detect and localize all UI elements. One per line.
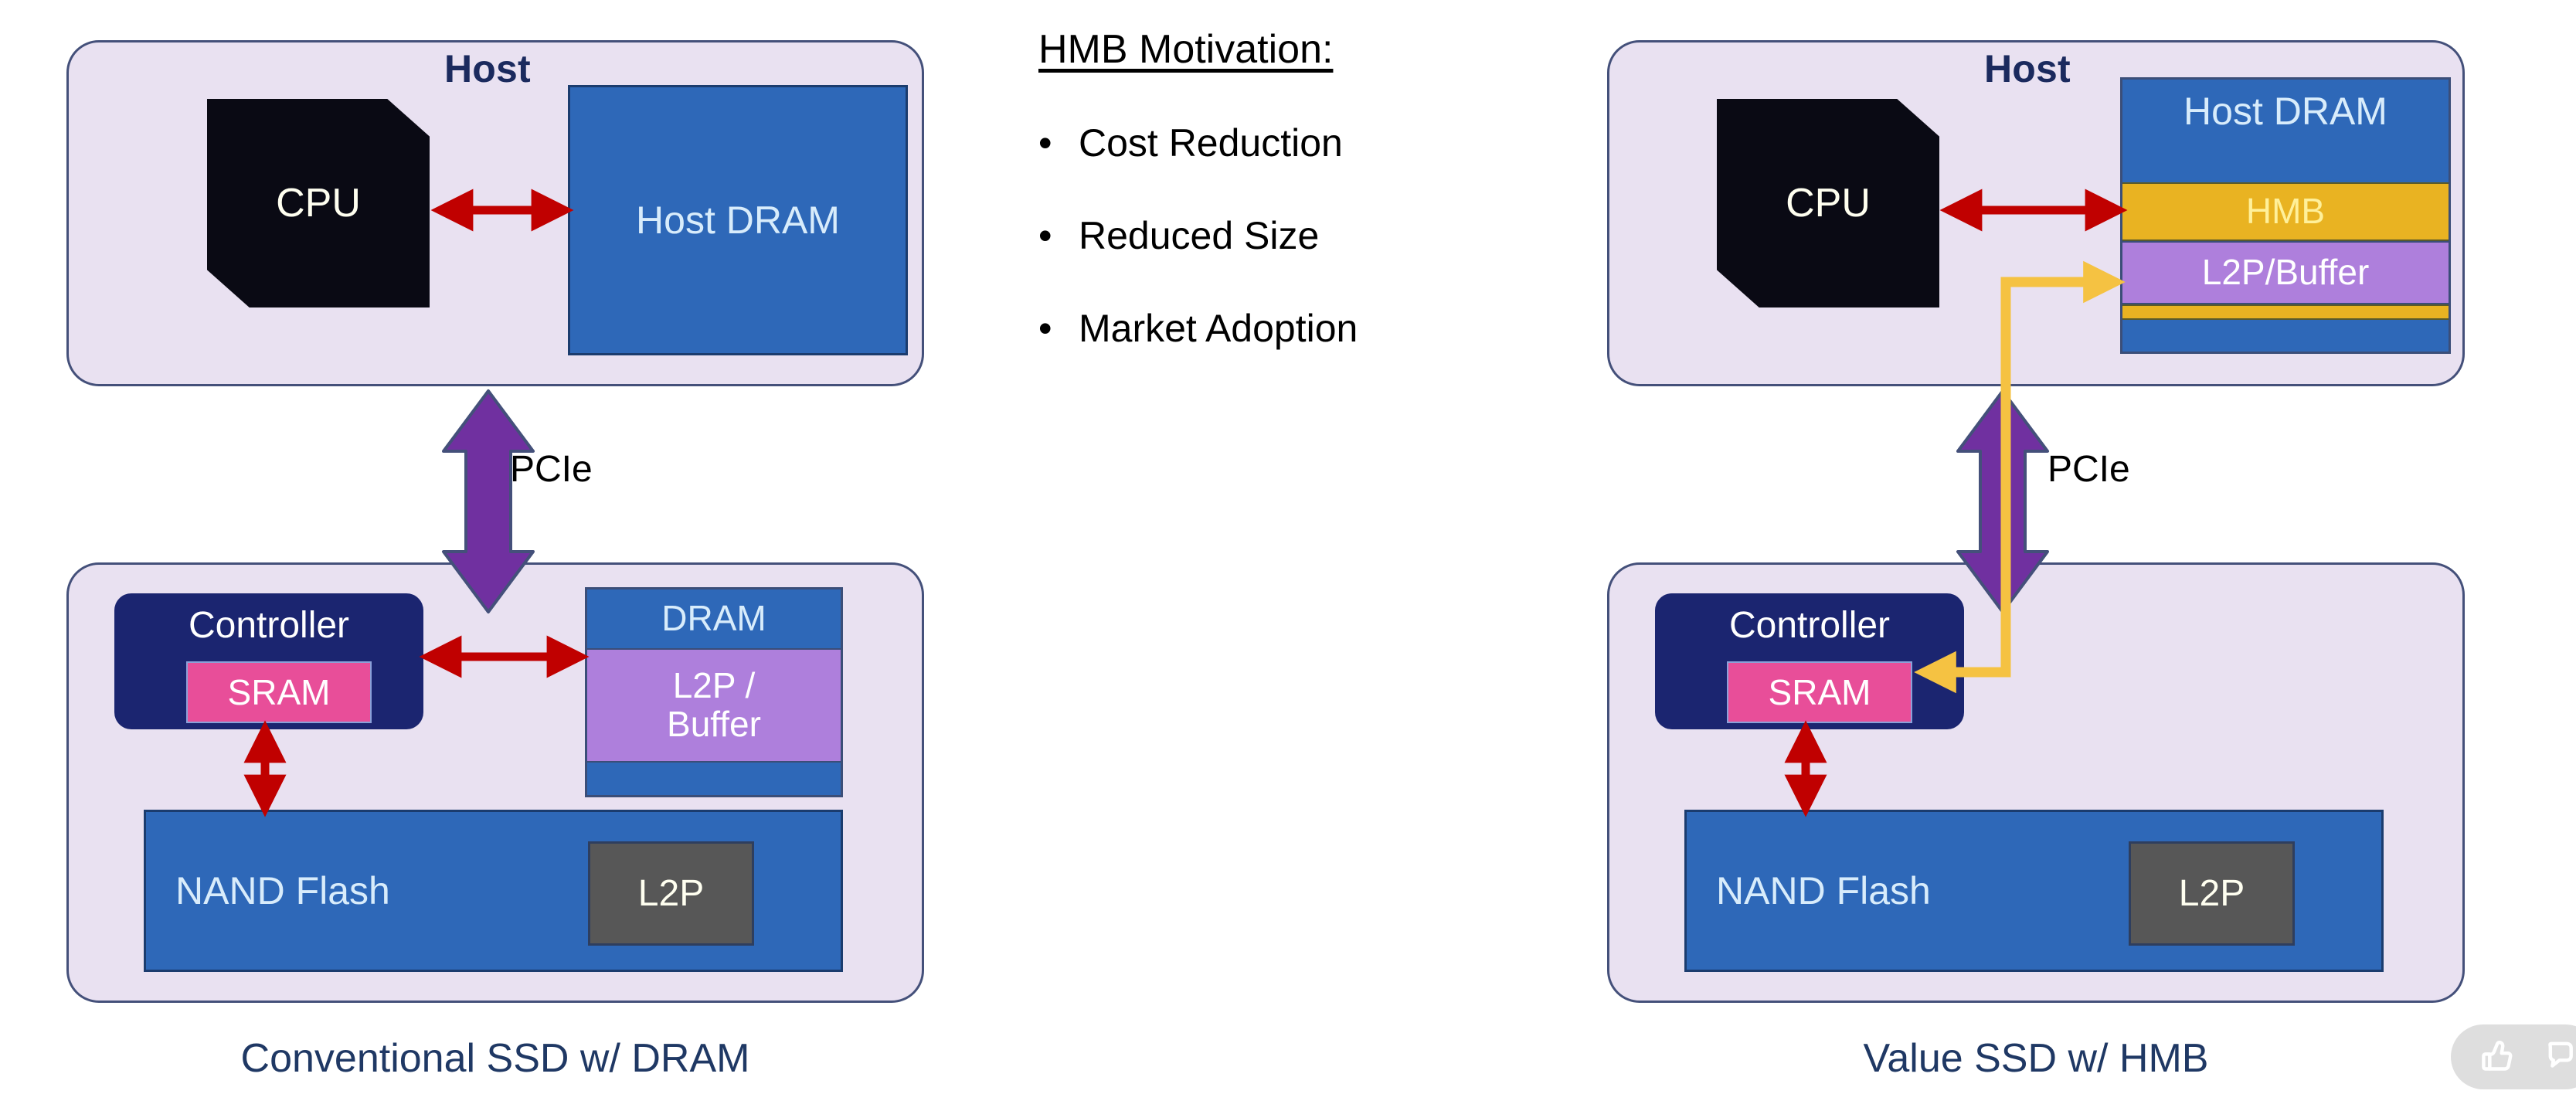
hmb-motivation-heading: HMB Motivation: [1038, 27, 1334, 72]
right-caption: Value SSD w/ HMB [1863, 1036, 2209, 1081]
left-sram-label: SRAM [227, 672, 331, 712]
left-caption: Conventional SSD w/ DRAM [240, 1036, 750, 1081]
right-hmb-label: HMB [2245, 191, 2326, 232]
left-ssd-dram-bottom-seg [587, 763, 841, 795]
list-item: • Reduced Size [1038, 213, 1579, 258]
left-ssd-dram-title-seg: DRAM [587, 589, 841, 648]
right-nand-l2p-label: L2P [2178, 873, 2245, 914]
right-nand-label: NAND Flash [1716, 869, 1931, 912]
right-sram-block: SRAM [1727, 661, 1912, 723]
left-nand-l2p-label: L2P [637, 873, 705, 914]
left-host-label: Host [444, 47, 531, 90]
left-pcie-label: PCIe [510, 449, 593, 490]
list-item: • Cost Reduction [1038, 121, 1579, 165]
left-ssd-dram-l2p-line2: Buffer [667, 704, 761, 744]
right-cpu-block: CPU [1717, 99, 1939, 307]
hmb-motivation-list: • Cost Reduction • Reduced Size • Market… [1038, 121, 1579, 351]
bullet-text: Cost Reduction [1079, 121, 1343, 165]
right-host-label: Host [1984, 47, 2071, 90]
right-host-dram-title: Host DRAM [2183, 90, 2387, 133]
right-host-dram-title-seg: Host DRAM [2122, 80, 2449, 182]
bullet-text: Market Adoption [1079, 307, 1358, 350]
bullet-text: Reduced Size [1079, 214, 1320, 257]
left-nand-label: NAND Flash [175, 869, 390, 912]
right-hmb-seg: HMB [2122, 182, 2449, 241]
right-dram-yellow-stripe [2122, 304, 2449, 320]
reaction-secondary-icon[interactable] [2540, 1034, 2576, 1081]
right-controller-label: Controller [1728, 605, 1891, 646]
bullet-marker-icon: • [1038, 214, 1052, 257]
right-l2p-buffer-seg: L2P/Buffer [2122, 241, 2449, 304]
left-ssd-dram-title: DRAM [661, 598, 766, 639]
right-controller-block: Controller SRAM [1655, 593, 1964, 729]
right-pcie-label: PCIe [2048, 449, 2130, 490]
left-ssd-dram-l2p-seg: L2P / Buffer [587, 648, 841, 763]
left-ssd-dram-stack: DRAM L2P / Buffer [585, 587, 843, 797]
right-cpu-label: CPU [1786, 181, 1871, 226]
list-item: • Market Adoption [1038, 306, 1579, 351]
left-cpu-block: CPU [207, 99, 430, 307]
hmb-motivation-block: HMB Motivation: • Cost Reduction • Reduc… [1038, 26, 1579, 351]
bullet-marker-icon: • [1038, 307, 1052, 350]
left-nand-block: NAND Flash L2P [144, 810, 843, 972]
right-dram-bottom-seg [2122, 320, 2449, 352]
right-l2p-buffer-label: L2P/Buffer [2201, 252, 2370, 293]
right-nand-l2p-block: L2P [2129, 841, 2295, 946]
left-sram-block: SRAM [186, 661, 372, 723]
thumbs-up-icon[interactable] [2477, 1034, 2520, 1081]
left-controller-label: Controller [188, 605, 350, 646]
left-nand-l2p-block: L2P [588, 841, 754, 946]
right-host-dram-stack: Host DRAM HMB L2P/Buffer [2120, 77, 2451, 354]
right-sram-label: SRAM [1768, 672, 1871, 712]
left-host-dram-label: Host DRAM [636, 199, 840, 242]
right-nand-block: NAND Flash L2P [1684, 810, 2384, 972]
left-ssd-dram-l2p-line1: L2P / [672, 665, 756, 706]
left-controller-block: Controller SRAM [114, 593, 423, 729]
reaction-bar[interactable] [2451, 1024, 2576, 1089]
left-cpu-label: CPU [276, 181, 361, 226]
left-host-dram-block: Host DRAM [568, 85, 908, 355]
bullet-marker-icon: • [1038, 121, 1052, 165]
